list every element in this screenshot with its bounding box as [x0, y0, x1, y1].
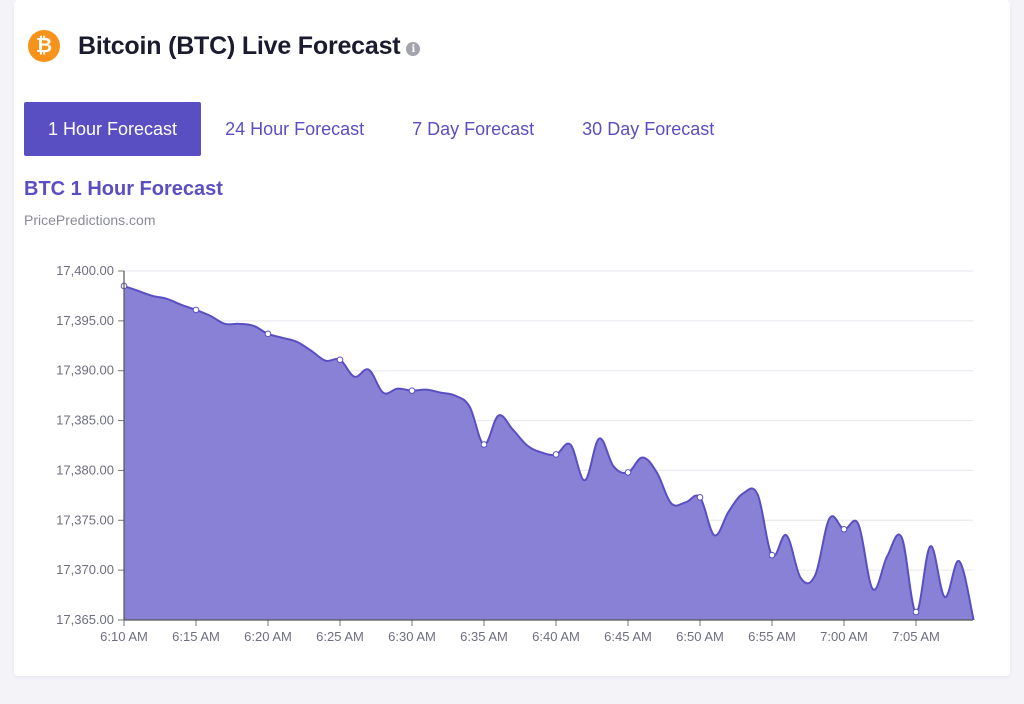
y-tick-label: 17,395.00 [56, 313, 114, 328]
x-tick-label: 6:45 AM [604, 629, 652, 644]
tab-24-hour-forecast[interactable]: 24 Hour Forecast [225, 118, 365, 139]
data-point [192, 306, 200, 314]
x-tick-label: 6:25 AM [316, 629, 364, 644]
data-point [768, 551, 776, 559]
data-point [696, 494, 704, 501]
x-tick-label: 6:20 AM [244, 629, 292, 644]
x-tick-label: 6:10 AM [100, 629, 148, 644]
y-tick-label: 17,380.00 [56, 462, 114, 477]
tab-30-day-forecast[interactable]: 30 Day Forecast [582, 118, 715, 139]
data-point [624, 469, 632, 476]
y-tick-label: 17,375.00 [56, 512, 114, 527]
page-header: ₿ Bitcoin (BTC) Live Forecast i [28, 30, 421, 62]
data-point [480, 441, 488, 448]
x-tick-label: 6:35 AM [460, 629, 508, 644]
data-point [336, 356, 344, 364]
bitcoin-icon: ₿ [28, 30, 60, 62]
page-title: Bitcoin (BTC) Live Forecast [78, 31, 401, 60]
data-point [264, 330, 272, 338]
y-tick-label: 17,390.00 [56, 363, 114, 378]
data-point [408, 387, 416, 394]
y-tick-label: 17,400.00 [56, 263, 114, 278]
y-tick-label: 17,370.00 [56, 562, 114, 577]
x-tick-label: 6:15 AM [172, 629, 220, 644]
x-tick-label: 6:40 AM [532, 629, 580, 644]
tab-1-hour-forecast[interactable]: 1 Hour Forecast [24, 102, 202, 156]
data-point [912, 608, 920, 616]
data-point [840, 525, 848, 533]
x-tick-label: 6:55 AM [748, 629, 796, 644]
x-tick-label: 6:50 AM [676, 629, 724, 644]
y-tick-label: 17,365.00 [56, 612, 114, 627]
x-axis-labels: 6:10 AM 6:15 AM 6:20 AM 6:25 AM 6:30 AM 6:35 … [100, 629, 940, 644]
data-point [552, 451, 560, 458]
x-tick-label: 6:30 AM [388, 629, 436, 644]
forecast-markers [120, 282, 920, 616]
forecast-area [124, 285, 974, 620]
y-tick-label: 17,385.00 [56, 413, 114, 428]
chart-axes [123, 271, 973, 621]
forecast-tabs: 1 Hour Forecast 24 Hour Forecast 7 Day F… [24, 102, 738, 156]
y-axis-labels: 17,400.00 17,395.00 17,390.00 17,385.00 17,3… [56, 263, 114, 627]
chart-source: PricePredictions.com [24, 212, 156, 228]
tab-7-day-forecast[interactable]: 7 Day Forecast [412, 118, 535, 139]
info-icon[interactable]: i [406, 42, 421, 56]
chart-title: BTC 1 Hour Forecast [24, 178, 223, 200]
x-tick-label: 7:00 AM [820, 629, 868, 644]
x-tick-label: 7:05 AM [892, 629, 940, 644]
